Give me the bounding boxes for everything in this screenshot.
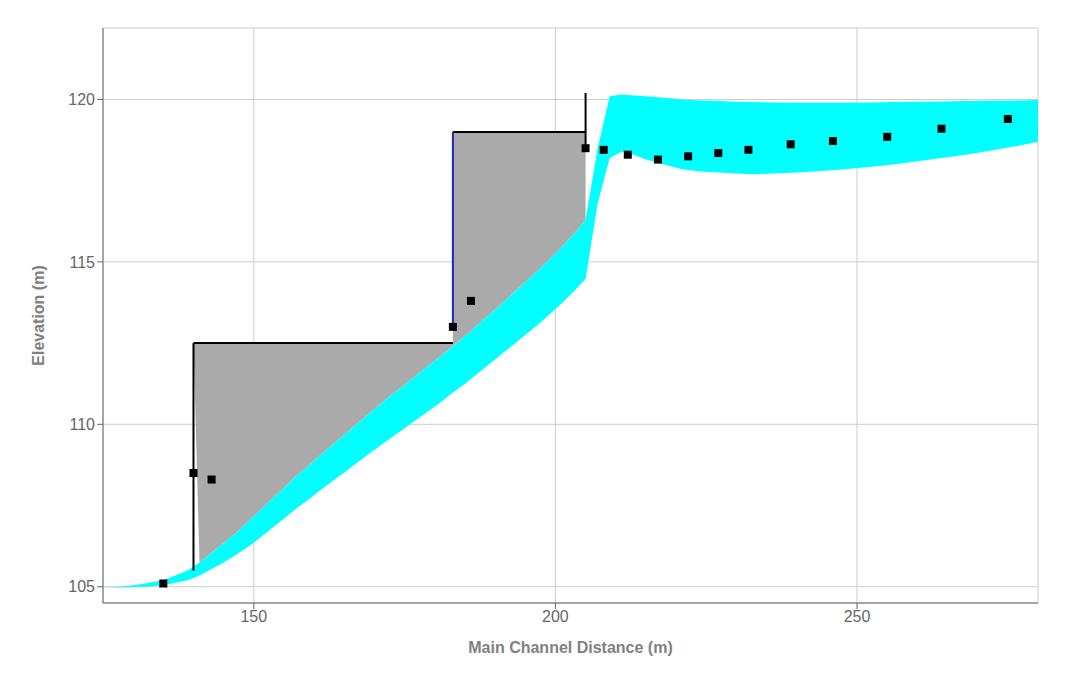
svg-text:110: 110: [69, 416, 95, 433]
svg-text:Elevation (m): Elevation (m): [30, 265, 47, 365]
svg-text:250: 250: [844, 608, 871, 625]
svg-text:120: 120: [68, 91, 95, 108]
svg-text:200: 200: [542, 608, 569, 625]
svg-text:105: 105: [68, 578, 95, 595]
svg-text:150: 150: [240, 608, 267, 625]
svg-text:115: 115: [69, 254, 95, 271]
svg-text:Main Channel Distance (m): Main Channel Distance (m): [468, 639, 672, 656]
